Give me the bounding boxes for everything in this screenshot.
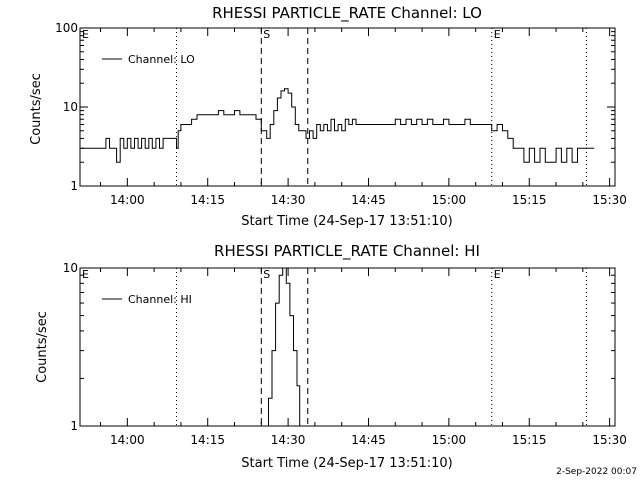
x-tick-label: 15:30 <box>592 433 627 447</box>
chart-title-hi: RHESSI PARTICLE_RATE Channel: HI <box>214 242 480 261</box>
y-tick-label: 1 <box>70 179 78 193</box>
y-axis-label-hi: Counts/sec <box>35 311 50 383</box>
x-tick-label: 14:45 <box>351 433 386 447</box>
x-tick-label: 15:15 <box>512 433 547 447</box>
x-axis-label-hi: Start Time (24-Sep-17 13:51:10) <box>241 456 452 471</box>
legend-label-hi: Channel: HI <box>128 293 192 306</box>
x-tick-label: 15:00 <box>432 433 467 447</box>
marker-label-E: E <box>494 268 501 281</box>
marker-label-E: E <box>82 268 89 281</box>
series-line-hi <box>264 267 306 427</box>
series-line-lo <box>80 88 595 163</box>
x-tick-label: 14:15 <box>190 433 225 447</box>
x-tick-label: 14:45 <box>351 193 386 207</box>
panel-lo: 14:00 14:15 14:30 14:45 15:00 15:15 15:30 1 10 10… <box>55 21 627 207</box>
plot-frame <box>79 267 616 427</box>
footer-timestamp: 2-Sep-2022 00:07 <box>556 467 637 477</box>
y-tick-label: 100 <box>55 21 78 35</box>
y-axis-label-lo: Counts/sec <box>29 73 44 145</box>
x-tick-label: 15:30 <box>592 193 627 207</box>
y-tick-label: 1 <box>70 419 78 433</box>
panel-hi: 14:00 14:15 14:30 14:45 15:00 15:15 15:30 1 10 E S… <box>63 261 627 447</box>
x-tick-label: 14:30 <box>271 193 306 207</box>
y-tick-label: 10 <box>63 100 78 114</box>
x-axis-label-lo: Start Time (24-Sep-17 13:51:10) <box>241 214 452 229</box>
marker-label-E: E <box>82 28 89 41</box>
x-tick-label: 14:30 <box>271 433 306 447</box>
y-tick-label: 10 <box>63 261 78 275</box>
marker-label-S: S <box>263 28 270 41</box>
marker-label-S: S <box>263 268 270 281</box>
x-tick-label: 15:15 <box>512 193 547 207</box>
x-tick-label: 14:15 <box>190 193 225 207</box>
marker-label-E: E <box>494 28 501 41</box>
x-tick-label: 14:00 <box>110 193 145 207</box>
chart-title-lo: RHESSI PARTICLE_RATE Channel: LO <box>212 4 482 23</box>
legend-label-lo: Channel: LO <box>128 53 195 66</box>
x-tick-label: 15:00 <box>432 193 467 207</box>
x-tick-label: 14:00 <box>110 433 145 447</box>
